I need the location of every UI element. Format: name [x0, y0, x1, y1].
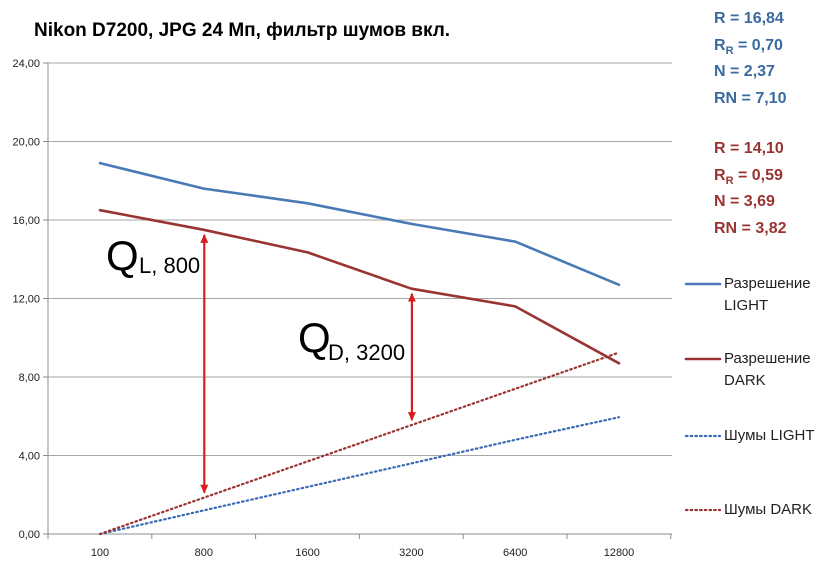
stat-dark-rr-letter: R — [714, 166, 726, 184]
y-tick-label: 12,00 — [12, 294, 40, 306]
legend-dark-resolution-line2: DARK — [724, 372, 766, 389]
series-line-1 — [98, 208, 621, 365]
legend-light-resolution-line1: Разрешение — [724, 275, 811, 292]
y-tick-label: 8,00 — [19, 372, 40, 384]
y-tick-label: 24,00 — [12, 58, 40, 70]
stat-light-rr-value: = 0,70 — [733, 36, 783, 54]
x-tick-label: 100 — [91, 547, 109, 559]
legend-light-resolution: Разрешение LIGHT — [724, 273, 832, 317]
x-tick-label: 6400 — [503, 547, 527, 559]
legend-light-resolution-line2: LIGHT — [724, 297, 769, 314]
gridlines — [48, 62, 672, 535]
series-line-3 — [98, 351, 621, 536]
legend-light-noise: Шумы LIGHT — [724, 427, 815, 444]
legend-dark-resolution-line1: Разрешение — [724, 350, 811, 367]
annotation-q-letter: Q — [298, 314, 331, 361]
stat-light-rr-letter: R — [714, 36, 726, 54]
series-line-0 — [98, 161, 621, 287]
stat-dark-r: R = 14,10 — [714, 140, 784, 157]
x-tick-label: 12800 — [604, 547, 635, 559]
annotation-q-subscript: D, 3200 — [328, 340, 405, 365]
y-tick-label: 16,00 — [12, 215, 40, 227]
stat-light-r: R = 16,84 — [714, 10, 784, 27]
legend-dark-noise: Шумы DARK — [724, 501, 813, 518]
stat-dark-rr: RR = 0,59 — [714, 163, 826, 190]
stat-dark-rr-sub: R — [725, 174, 734, 187]
series-lines — [98, 161, 621, 536]
stat-light-rr-sub: R — [725, 44, 734, 57]
stat-dark-n: N = 3,69 — [714, 193, 775, 210]
axes: 0,00 4,00 8,00 12,00 16,00 20,00 24,00 100 800 16… — [12, 58, 672, 559]
stats-light-panel: R = 16,84 RR = 0,70 N = 2,37 RN = 7,10 — [714, 6, 826, 112]
stats-dark-panel: R = 14,10 RR = 0,59 N = 3,69 RN = 3,82 — [714, 136, 826, 242]
stat-light-n: N = 2,37 — [714, 63, 775, 80]
stat-light-rr: RR = 0,70 — [714, 33, 826, 60]
chart-title: Nikon D7200, JPG 24 Мп, фильтр шумов вкл… — [34, 20, 451, 41]
y-tick-label: 0,00 — [19, 529, 40, 541]
legend-swatches — [684, 282, 722, 512]
legend-dark-resolution: Разрешение DARK — [724, 348, 832, 392]
series-line-2 — [98, 416, 621, 536]
stat-dark-rr-value: = 0,59 — [733, 166, 783, 184]
x-tick-label: 800 — [195, 547, 213, 559]
annotation-q-letter: Q — [106, 232, 139, 279]
stat-light-rn: RN = 7,10 — [714, 89, 787, 107]
x-tick-label: 1600 — [295, 547, 319, 559]
y-tick-label: 20,00 — [12, 137, 40, 149]
annotation-q-subscript: L, 800 — [139, 253, 200, 278]
stat-dark-rn: RN = 3,82 — [714, 219, 787, 237]
x-tick-label: 3200 — [399, 547, 423, 559]
y-tick-label: 4,00 — [19, 451, 40, 463]
